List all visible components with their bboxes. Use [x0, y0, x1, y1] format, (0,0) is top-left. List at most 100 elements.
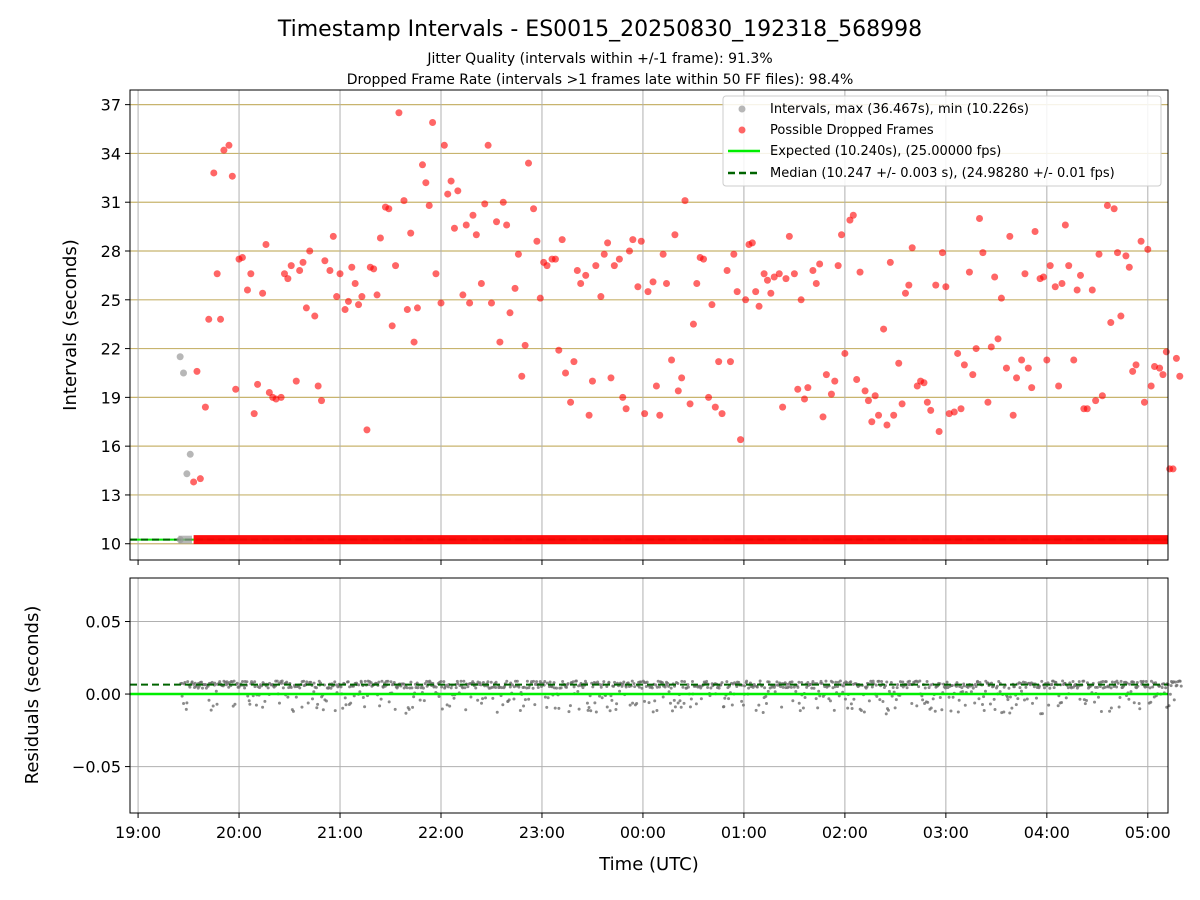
dropped-frame-point — [336, 270, 344, 278]
residual-point — [1109, 706, 1113, 710]
dropped-frame-point — [913, 382, 921, 390]
residual-point — [185, 701, 189, 705]
dropped-frame-point — [1076, 271, 1084, 279]
residual-point — [199, 680, 203, 684]
legend-intervals-label: Intervals, max (36.467s), min (10.226s) — [770, 102, 1029, 117]
residual-point — [180, 681, 184, 685]
legend-dropped-marker — [738, 126, 746, 134]
residual-point — [444, 683, 448, 687]
residual-point — [402, 682, 406, 686]
residual-point — [546, 696, 550, 700]
residual-point — [1108, 709, 1112, 713]
residual-point — [310, 697, 314, 701]
residual-point — [361, 695, 365, 699]
residual-point — [416, 686, 420, 690]
residual-point — [241, 679, 245, 683]
dropped-frame-point — [686, 400, 694, 408]
residual-point — [581, 686, 585, 690]
dropped-frame-point — [711, 403, 719, 411]
residual-point — [1115, 679, 1119, 683]
dropped-frame-point — [1103, 201, 1111, 209]
residual-point — [1117, 705, 1121, 709]
residual-point — [245, 680, 249, 684]
residual-point — [680, 679, 684, 683]
dropped-frame-point — [782, 275, 790, 283]
residual-point — [1005, 695, 1009, 699]
residual-point — [1141, 679, 1145, 683]
residual-point — [214, 689, 218, 693]
dropped-frame-point — [641, 410, 649, 418]
dropped-frame-point — [622, 405, 630, 413]
residual-point — [810, 686, 814, 690]
dropped-frame-point — [718, 410, 726, 418]
dropped-frame-point — [228, 172, 236, 180]
residual-point — [963, 703, 967, 707]
residual-point — [348, 685, 352, 689]
intervals-y-tick-label: 28 — [101, 242, 121, 261]
residual-point — [910, 702, 914, 706]
dropped-frame-point — [217, 315, 225, 323]
dropped-frame-point — [341, 306, 349, 314]
residual-point — [598, 694, 602, 698]
residual-point — [859, 709, 863, 713]
residual-point — [955, 681, 959, 685]
dropped-frame-point — [551, 255, 559, 263]
residual-point — [831, 680, 835, 684]
residual-point — [1178, 679, 1182, 683]
residual-point — [1068, 681, 1072, 685]
chart-subtitle-jitter: Jitter Quality (intervals within +/-1 fr… — [426, 51, 772, 67]
dropped-frame-point — [521, 341, 529, 349]
residual-point — [423, 682, 427, 686]
residuals-x-tick-label: 20:00 — [216, 823, 262, 842]
residual-point — [905, 686, 909, 690]
residual-point — [324, 699, 328, 703]
residual-point — [669, 686, 673, 690]
dropped-frame-point — [950, 408, 958, 416]
residual-point — [678, 699, 682, 703]
residual-point — [1078, 697, 1082, 701]
dropped-frame-point — [737, 436, 745, 444]
dropped-frame-point — [880, 325, 888, 333]
residual-point — [459, 679, 463, 683]
residual-point — [730, 703, 734, 707]
residual-point — [298, 686, 302, 690]
dropped-frame-point — [250, 410, 258, 418]
residual-point — [515, 679, 519, 683]
residual-point — [889, 680, 893, 684]
dropped-frame-point — [477, 280, 485, 288]
residual-point — [846, 706, 850, 710]
dropped-frame-point — [543, 262, 551, 270]
residual-point — [442, 680, 446, 684]
residuals-x-ticks: 19:00 20:00 21:00 22:00 23:00 00:00 01:00 02:00… — [115, 813, 1171, 842]
residuals-x-tick-label: 19:00 — [115, 823, 161, 842]
residual-point — [275, 679, 279, 683]
residual-point — [599, 685, 603, 689]
residual-point — [925, 679, 929, 683]
residual-point — [598, 683, 602, 687]
interval-point — [176, 536, 184, 544]
dropped-frame-point — [1046, 262, 1054, 270]
residual-point — [600, 696, 604, 700]
residual-point — [358, 690, 362, 694]
residual-point — [988, 702, 992, 706]
dropped-frame-point — [296, 267, 304, 275]
residual-point — [797, 680, 801, 684]
dropped-frame-point — [329, 232, 337, 240]
residual-point — [957, 698, 961, 702]
residual-point — [346, 680, 350, 684]
residual-point — [567, 710, 571, 714]
residual-point — [614, 707, 618, 711]
dropped-frame-point — [425, 201, 433, 209]
residual-point — [644, 684, 648, 688]
dropped-frame-point — [429, 119, 437, 127]
dropped-frame-point — [987, 343, 995, 351]
residual-point — [261, 705, 265, 709]
residual-point — [610, 698, 614, 702]
dropped-frame-point — [954, 349, 962, 357]
residual-point — [577, 707, 581, 711]
dropped-frame-point — [890, 411, 898, 419]
residual-point — [235, 681, 239, 685]
residual-point — [1165, 705, 1169, 709]
residual-point — [533, 703, 537, 707]
dropped-frame-point — [1018, 356, 1026, 364]
